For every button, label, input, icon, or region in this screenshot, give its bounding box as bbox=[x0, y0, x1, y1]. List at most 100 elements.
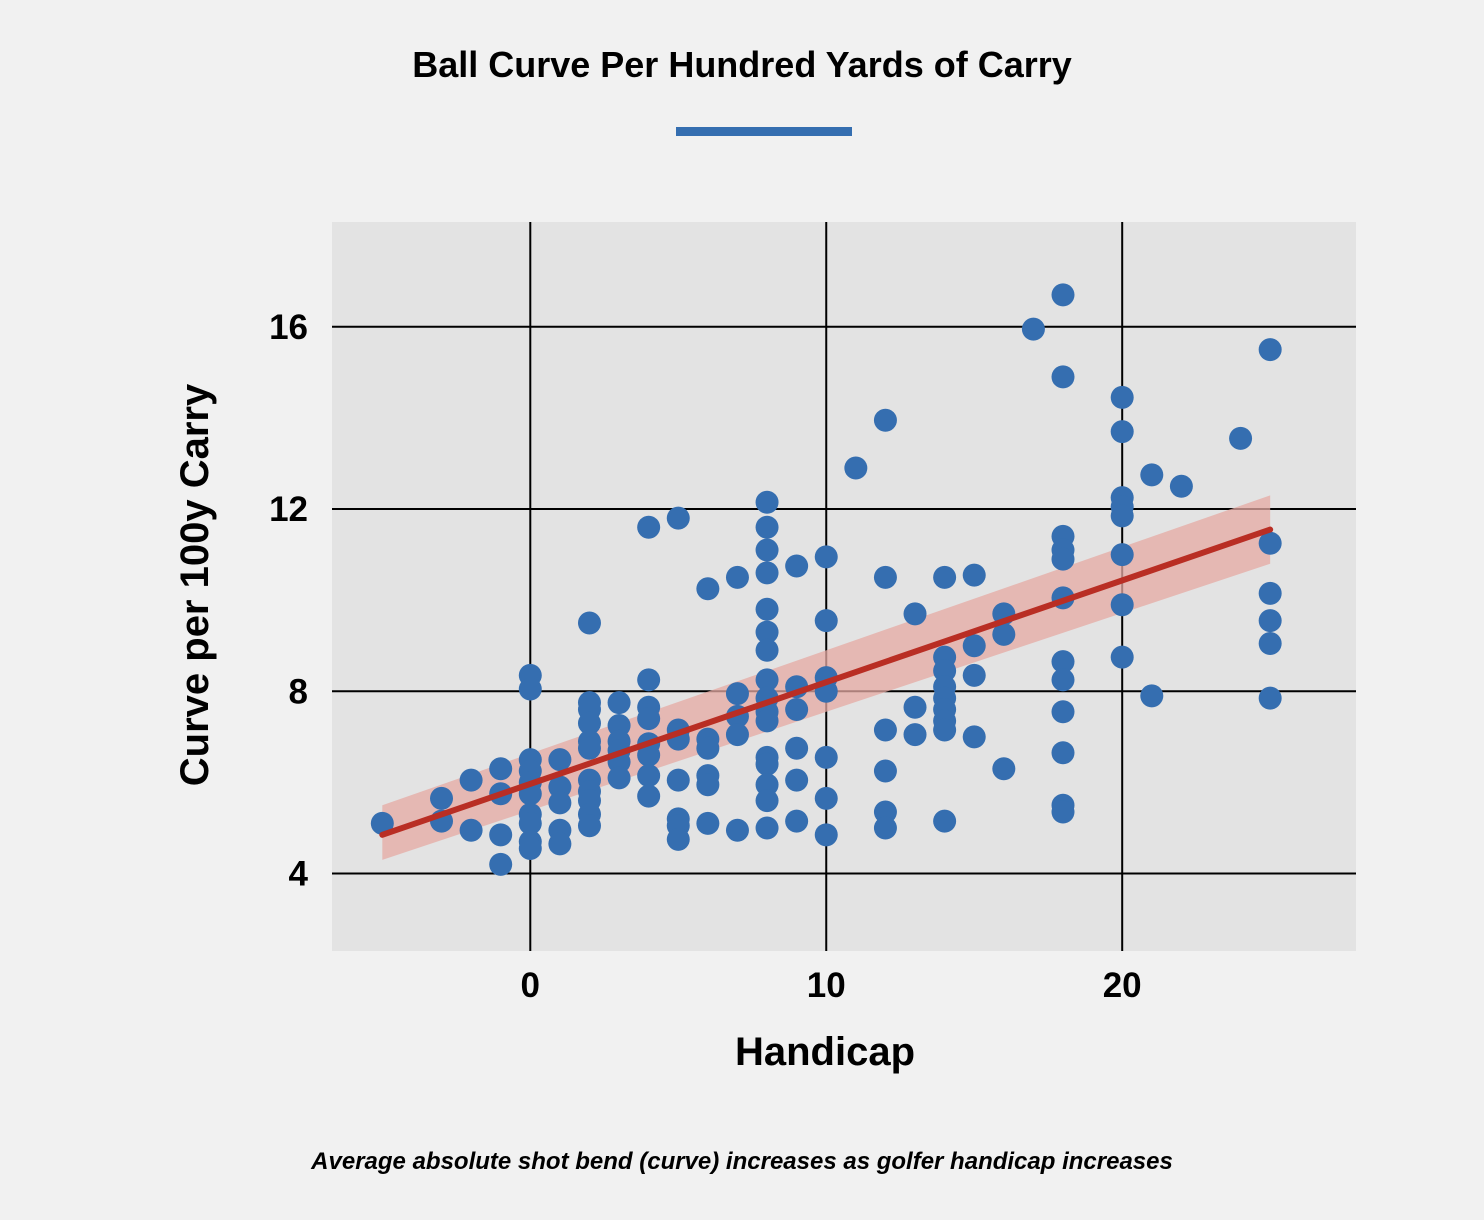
data-point bbox=[1051, 365, 1075, 389]
data-point bbox=[755, 638, 779, 662]
chart-title: Ball Curve Per Hundred Yards of Carry bbox=[412, 44, 1072, 85]
data-point bbox=[459, 818, 483, 842]
data-point bbox=[814, 545, 838, 569]
regression-line bbox=[379, 526, 1274, 838]
data-point bbox=[992, 622, 1016, 646]
data-point bbox=[755, 773, 779, 797]
data-point bbox=[755, 789, 779, 813]
data-point bbox=[666, 768, 690, 792]
data-point bbox=[755, 668, 779, 692]
data-point bbox=[1110, 543, 1134, 567]
data-point bbox=[637, 515, 661, 539]
data-point bbox=[755, 561, 779, 585]
data-point bbox=[1140, 684, 1164, 708]
tick-labels: 0 10 20 4 8 12 16 bbox=[269, 308, 1142, 1005]
data-point bbox=[785, 736, 809, 760]
data-point bbox=[873, 759, 897, 783]
data-point bbox=[1140, 463, 1164, 487]
data-point bbox=[637, 668, 661, 692]
data-point bbox=[577, 711, 601, 735]
data-point bbox=[814, 786, 838, 810]
data-point bbox=[1051, 650, 1075, 674]
data-point bbox=[1051, 741, 1075, 765]
data-point bbox=[933, 565, 957, 589]
x-tick-label: 20 bbox=[1103, 966, 1142, 1005]
data-point bbox=[370, 811, 394, 835]
chart-caption: Average absolute shot bend (curve) incre… bbox=[311, 1148, 1173, 1175]
data-point bbox=[1229, 426, 1253, 450]
data-point bbox=[1110, 593, 1134, 617]
data-point bbox=[1051, 700, 1075, 724]
data-point bbox=[548, 791, 572, 815]
y-tick-label: 16 bbox=[269, 308, 308, 347]
data-point bbox=[814, 823, 838, 847]
y-axis-label: Curve per 100y Carry bbox=[173, 383, 217, 786]
data-point bbox=[577, 736, 601, 760]
data-point bbox=[785, 809, 809, 833]
data-point bbox=[873, 565, 897, 589]
data-point bbox=[518, 811, 542, 835]
data-point bbox=[903, 723, 927, 747]
data-point bbox=[785, 768, 809, 792]
data-point bbox=[962, 663, 986, 687]
data-point bbox=[903, 695, 927, 719]
data-point bbox=[962, 634, 986, 658]
data-point bbox=[725, 565, 749, 589]
data-point bbox=[785, 554, 809, 578]
data-point bbox=[548, 775, 572, 799]
data-point bbox=[1110, 645, 1134, 669]
data-point bbox=[1110, 504, 1134, 528]
data-point bbox=[1258, 531, 1282, 555]
data-point bbox=[607, 713, 631, 737]
data-point bbox=[725, 682, 749, 706]
data-point bbox=[666, 506, 690, 530]
data-point bbox=[637, 764, 661, 788]
data-point bbox=[873, 408, 897, 432]
data-point bbox=[459, 768, 483, 792]
plot-panel bbox=[332, 222, 1356, 951]
data-point bbox=[696, 577, 720, 601]
data-point bbox=[1021, 317, 1045, 341]
data-point bbox=[755, 709, 779, 733]
data-point bbox=[903, 602, 927, 626]
data-point bbox=[1051, 283, 1075, 307]
x-tick-label: 0 bbox=[521, 966, 540, 1005]
data-point bbox=[518, 677, 542, 701]
data-point bbox=[607, 766, 631, 790]
x-axis-label: Handicap bbox=[735, 1030, 915, 1074]
data-point bbox=[755, 597, 779, 621]
data-point bbox=[844, 456, 868, 480]
data-point bbox=[1258, 609, 1282, 633]
data-point bbox=[637, 707, 661, 731]
data-point bbox=[933, 659, 957, 683]
data-point bbox=[755, 538, 779, 562]
data-point bbox=[755, 752, 779, 776]
x-tick-label: 10 bbox=[807, 966, 846, 1005]
data-point bbox=[607, 691, 631, 715]
data-point bbox=[1051, 800, 1075, 824]
data-point bbox=[992, 757, 1016, 781]
data-point bbox=[430, 786, 454, 810]
trend-line bbox=[379, 526, 1274, 838]
data-point bbox=[814, 745, 838, 769]
data-point bbox=[962, 563, 986, 587]
y-tick-label: 8 bbox=[289, 672, 308, 711]
data-point bbox=[755, 620, 779, 644]
data-point bbox=[725, 818, 749, 842]
data-point bbox=[755, 816, 779, 840]
data-point bbox=[1258, 686, 1282, 710]
data-point bbox=[1258, 581, 1282, 605]
data-point bbox=[637, 784, 661, 808]
data-point bbox=[962, 725, 986, 749]
data-point bbox=[933, 809, 957, 833]
data-point bbox=[696, 736, 720, 760]
y-tick-label: 4 bbox=[289, 855, 309, 894]
data-points bbox=[370, 283, 1282, 876]
data-point bbox=[1051, 668, 1075, 692]
data-point bbox=[785, 698, 809, 722]
data-point bbox=[1258, 338, 1282, 362]
data-point bbox=[489, 852, 513, 876]
data-point bbox=[548, 748, 572, 772]
data-point bbox=[1110, 385, 1134, 409]
data-point bbox=[696, 773, 720, 797]
